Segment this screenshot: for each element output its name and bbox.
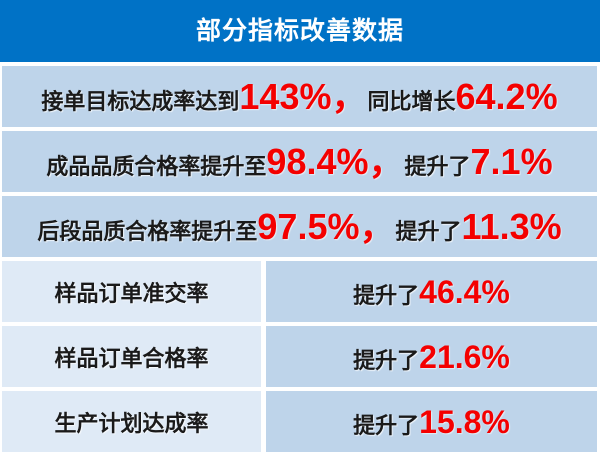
metric-name-cell: 样品订单准交率: [2, 261, 261, 322]
metric-label: 提升了: [395, 218, 462, 244]
metric-value: 143%: [239, 75, 332, 117]
metric-row-sample-delivery: 样品订单准交率 提升了46.4%: [2, 261, 597, 322]
metric-text: 提升了15.8%: [353, 406, 510, 438]
metric-label: 样品订单合格率: [54, 345, 209, 371]
metric-label: 接单目标达成率达到: [41, 88, 240, 114]
metric-label: 同比增长: [367, 88, 456, 114]
metric-text: 提升了21.6%: [353, 341, 510, 373]
metric-text: 后段品质合格率提升至97.5%，提升了11.3%: [37, 205, 562, 247]
metric-label: 样品订单准交率: [54, 280, 209, 306]
metric-row-sample-quality: 样品订单合格率 提升了21.6%: [2, 326, 597, 387]
metric-value: 11.3%: [461, 205, 562, 247]
metric-label: 提升了: [404, 153, 471, 179]
metric-row-backend-quality: 后段品质合格率提升至97.5%，提升了11.3%: [2, 196, 597, 257]
metric-prefix: 提升了: [353, 282, 420, 308]
metrics-table: 接单目标达成率达到143%，同比增长64.2% 成品品质合格率提升至98.4%，…: [0, 62, 600, 452]
metric-value: 21.6%: [419, 338, 510, 375]
metric-row-production-plan: 生产计划达成率 提升了15.8%: [2, 391, 597, 452]
metric-row-order-target: 接单目标达成率达到143%，同比增长64.2%: [2, 66, 597, 127]
metric-prefix: 提升了: [353, 347, 420, 373]
metric-text: 提升了46.4%: [353, 276, 510, 308]
metric-text: 成品品质合格率提升至98.4%，提升了7.1%: [46, 140, 553, 182]
metric-name-cell: 生产计划达成率: [2, 391, 261, 452]
metric-value: 15.8%: [419, 403, 510, 440]
metric-value-cell: 提升了15.8%: [266, 391, 597, 452]
metric-value: 46.4%: [419, 273, 510, 310]
metric-prefix: 提升了: [353, 412, 420, 438]
metric-name-cell: 样品订单合格率: [2, 326, 261, 387]
metric-value: 7.1%: [470, 140, 553, 182]
metric-row-product-quality: 成品品质合格率提升至98.4%，提升了7.1%: [2, 131, 597, 192]
metric-value: 98.4%: [266, 140, 369, 182]
metric-label: 后段品质合格率提升至: [37, 218, 258, 244]
comma-separator: ，: [368, 140, 405, 182]
page-title: 部分指标改善数据: [195, 16, 404, 45]
metric-label: 生产计划达成率: [54, 410, 209, 436]
metric-label: 成品品质合格率提升至: [46, 153, 267, 179]
title-bar: 部分指标改善数据: [0, 0, 600, 62]
metric-value-cell: 提升了46.4%: [266, 261, 597, 322]
metric-value-cell: 提升了21.6%: [266, 326, 597, 387]
metric-text: 接单目标达成率达到143%，同比增长64.2%: [41, 75, 558, 117]
comma-separator: ，: [359, 205, 396, 247]
comma-separator: ，: [331, 75, 368, 117]
metric-value: 64.2%: [455, 75, 558, 117]
metric-value: 97.5%: [257, 205, 360, 247]
